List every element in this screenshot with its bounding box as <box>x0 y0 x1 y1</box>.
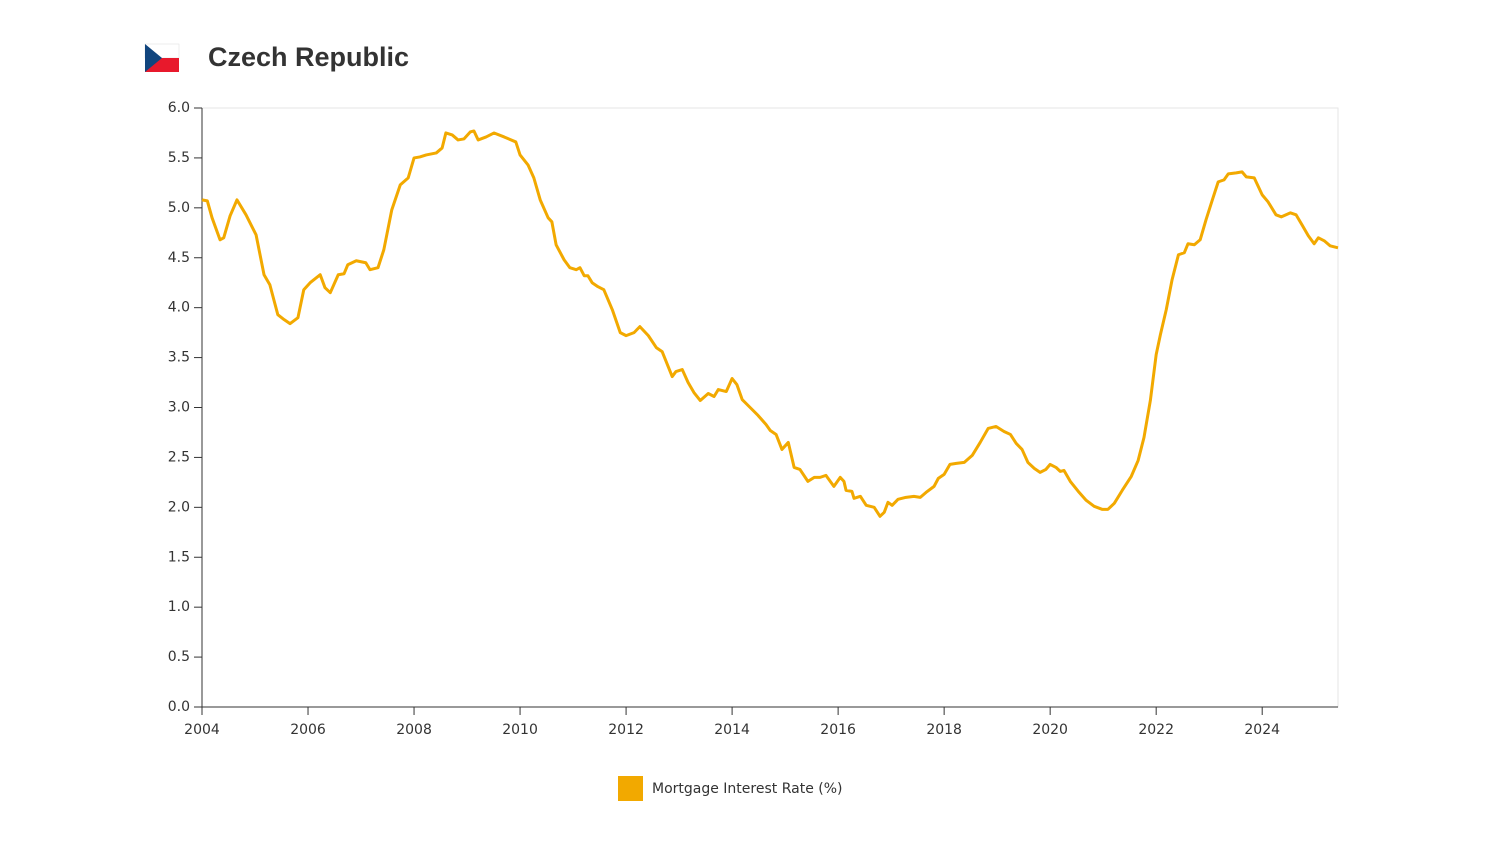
y-tick-label: 1.5 <box>168 549 190 565</box>
y-tick-label: 0.5 <box>168 649 190 665</box>
y-tick-label: 5.0 <box>168 200 190 216</box>
y-tick-label: 4.5 <box>168 250 190 266</box>
x-tick-label: 2014 <box>714 722 750 738</box>
y-tick-label: 3.5 <box>168 350 190 366</box>
y-tick-label: 5.5 <box>168 150 190 166</box>
legend-label: Mortgage Interest Rate (%) <box>652 781 842 797</box>
x-tick-label: 2008 <box>396 722 432 738</box>
y-tick-label: 0.0 <box>168 699 190 715</box>
x-tick-label: 2016 <box>820 722 856 738</box>
x-tick-label: 2018 <box>926 722 962 738</box>
x-tick-label: 2020 <box>1032 722 1068 738</box>
x-tick-label: 2010 <box>502 722 538 738</box>
x-tick-label: 2004 <box>184 722 220 738</box>
line-series <box>201 129 1339 518</box>
y-tick-label: 1.0 <box>168 599 190 615</box>
y-tick-label: 3.0 <box>168 400 190 416</box>
flag <box>144 43 180 72</box>
x-tick-label: 2024 <box>1244 722 1280 738</box>
chart-title: Czech Republic <box>208 42 409 72</box>
legend-swatch <box>618 776 643 801</box>
y-tick-label: 4.0 <box>168 300 190 316</box>
y-tick-label: 2.5 <box>168 449 190 465</box>
plot-frame <box>201 107 1339 708</box>
y-tick-label: 6.0 <box>168 100 190 116</box>
y-tick-label: 2.0 <box>168 499 190 515</box>
x-tick-label: 2006 <box>290 722 326 738</box>
x-tick-label: 2012 <box>608 722 644 738</box>
x-tick-label: 2022 <box>1138 722 1174 738</box>
